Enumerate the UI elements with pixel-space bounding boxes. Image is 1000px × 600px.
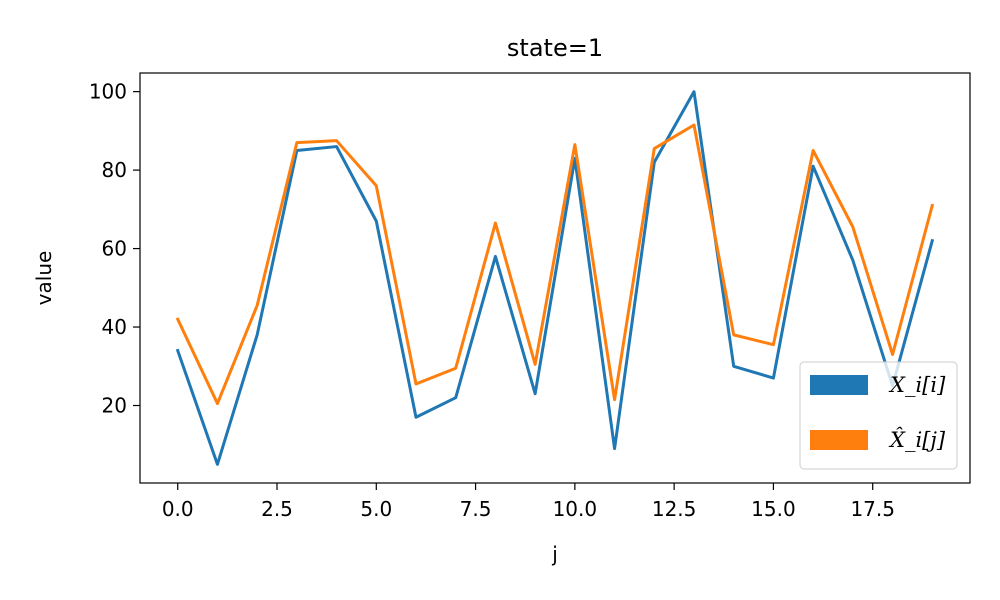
y-tick-label: 20 (102, 394, 127, 418)
y-tick-label: 80 (102, 158, 127, 182)
x-tick-label: 15.0 (751, 497, 796, 521)
y-tick-label: 100 (89, 80, 127, 104)
series-line-2 (175, 123, 935, 406)
x-tick-label: 5.0 (360, 497, 392, 521)
legend: X_i[i] X̂_i[j] (799, 361, 958, 470)
x-tick-label: 12.5 (652, 497, 697, 521)
x-tick-label: 17.5 (850, 497, 895, 521)
x-axis-label: j (551, 542, 558, 566)
y-tick-label: 60 (102, 237, 127, 261)
legend-swatch-series-2 (810, 430, 868, 450)
plot-area (139, 72, 971, 484)
legend-swatch-series-1 (810, 375, 868, 395)
y-axis-label: value (32, 251, 56, 306)
axes-frame (139, 72, 971, 484)
series-layer (175, 90, 935, 466)
y-axis-ticks: 20 40 60 80 100 (89, 80, 140, 418)
y-tick-label: 40 (102, 315, 127, 339)
legend-label-series-2: X̂_i[j] (888, 428, 946, 452)
chart-title: state=1 (507, 34, 603, 62)
x-tick-label: 2.5 (261, 497, 293, 521)
x-tick-label: 10.0 (553, 497, 598, 521)
legend-label-series-1: X_i[i] (888, 373, 946, 397)
x-tick-label: 7.5 (460, 497, 492, 521)
x-axis-ticks: 0.0 2.5 5.0 7.5 10.0 12.5 15.0 17.5 (162, 483, 895, 521)
series-line-1 (175, 90, 935, 466)
x-tick-label: 0.0 (162, 497, 194, 521)
